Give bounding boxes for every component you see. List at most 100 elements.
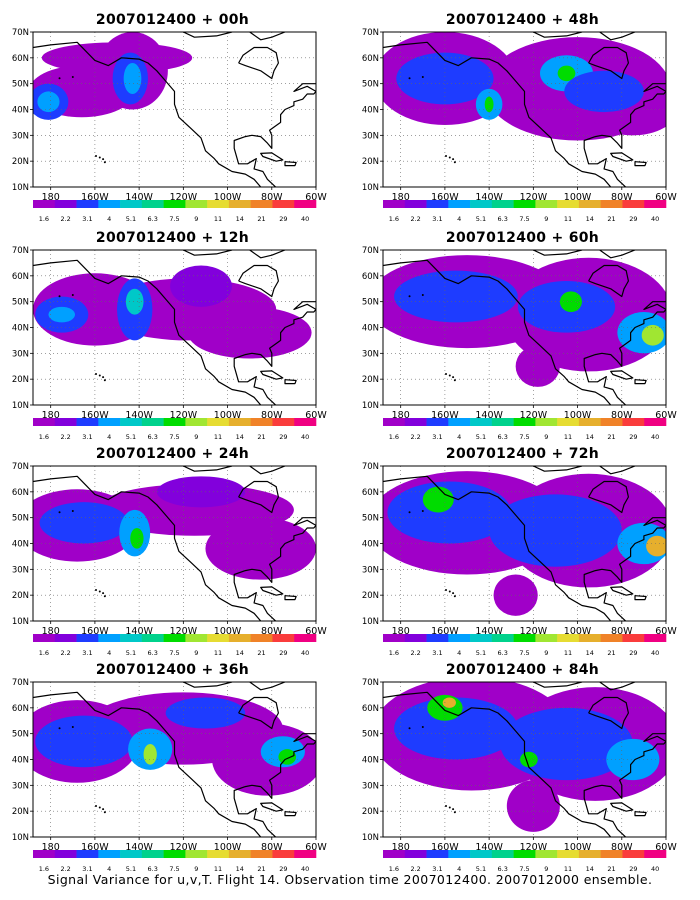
coastline (383, 466, 666, 621)
colorbar-label: 7.5 (519, 433, 529, 441)
colorbar-swatch (76, 634, 99, 642)
x-tick-label: 80W (611, 192, 633, 203)
panel-84h: 2007012400 + 84h 10N 20N 30N 40N 50N 60N 70N 180… (350, 654, 695, 876)
colorbar-swatch (120, 634, 143, 642)
colorbar-label: 40 (301, 649, 309, 657)
colorbar-swatch (622, 634, 645, 642)
colorbar-swatch (250, 200, 273, 208)
panel-title: 2007012400 + 12h (95, 230, 250, 246)
colorbar-label: 21 (257, 433, 265, 441)
variance-contour (37, 91, 60, 113)
colorbar-label: 1.6 (39, 865, 49, 873)
x-tick-label: 120W (170, 410, 198, 421)
y-tick-label: 30N (12, 565, 29, 575)
colorbar-swatch (272, 634, 295, 642)
coastline (383, 32, 666, 187)
colorbar-label: 40 (301, 865, 309, 873)
variance-contour (422, 486, 454, 513)
x-tick-label: 120W (520, 410, 548, 421)
y-tick-label: 60N (362, 272, 379, 282)
y-tick-label: 40N (12, 756, 29, 766)
y-tick-label: 50N (12, 80, 29, 90)
colorbar-swatch (33, 850, 56, 858)
colorbar-label: 2.2 (60, 649, 70, 657)
colorbar-label: 14 (236, 433, 244, 441)
y-tick-label: 60N (12, 54, 29, 64)
colorbar-label: 6.3 (498, 865, 508, 873)
x-tick-label: 80W (611, 410, 633, 421)
colorbar-swatch (207, 200, 230, 208)
variance-contour (557, 65, 576, 82)
y-tick-label: 30N (362, 349, 379, 359)
x-tick-label: 160W (81, 842, 109, 853)
colorbar-label: 14 (236, 649, 244, 657)
colorbar-swatch (557, 200, 580, 208)
x-tick-label: 160W (431, 410, 459, 421)
colorbar-label: 3.1 (82, 865, 92, 873)
x-tick-label: 60W (655, 842, 677, 853)
colorbar-label: 2.2 (60, 865, 70, 873)
colorbar-swatch (76, 418, 99, 426)
x-tick-label: 60W (655, 626, 677, 637)
y-tick-label: 10N (362, 401, 379, 411)
x-tick-label: 160W (431, 842, 459, 853)
x-tick-label: 80W (261, 192, 283, 203)
colorbar-label: 3.1 (82, 433, 92, 441)
y-tick-label: 20N (362, 157, 379, 167)
x-tick-label: 60W (305, 626, 327, 637)
colorbar-swatch (54, 418, 77, 426)
colorbar-swatch (272, 200, 295, 208)
colorbar-swatch (448, 200, 471, 208)
colorbar-swatch (76, 850, 99, 858)
panel-title: 2007012400 + 48h (445, 12, 600, 28)
colorbar-label: 3.1 (432, 433, 442, 441)
y-tick-label: 20N (12, 807, 29, 817)
x-tick-label: 120W (170, 842, 198, 853)
x-tick-label: 120W (520, 842, 548, 853)
colorbar-label: 40 (301, 433, 309, 441)
colorbar-label: 21 (607, 215, 615, 223)
colorbar-label: 4 (107, 433, 111, 441)
colorbar-label: 29 (279, 433, 287, 441)
colorbar-swatch (578, 418, 601, 426)
colorbar-label: 7.5 (169, 649, 179, 657)
x-tick-label: 180 (42, 842, 60, 853)
colorbar-swatch (294, 200, 317, 208)
colorbar-label: 14 (236, 215, 244, 223)
colorbar-label: 5.1 (476, 433, 486, 441)
panel-plot: 10N 20N 30N 40N 50N 60N 70N 180 160W 140W 120W 100W… (362, 462, 678, 657)
colorbar-swatch (141, 634, 164, 642)
colorbar-label: 3.1 (432, 649, 442, 657)
x-tick-label: 100W (214, 192, 242, 203)
colorbar-label: 40 (651, 649, 659, 657)
colorbar-swatch (491, 850, 514, 858)
colorbar-swatch (228, 634, 251, 642)
colorbar-label: 6.3 (148, 649, 158, 657)
colorbar-label: 40 (651, 865, 659, 873)
colorbar-swatch (294, 418, 317, 426)
variance-field (383, 682, 666, 832)
y-tick-label: 20N (12, 157, 29, 167)
variance-contour (170, 265, 232, 307)
variance-field (33, 476, 316, 580)
colorbar-swatch (513, 634, 536, 642)
variance-contour (396, 52, 494, 105)
colorbar-swatch (513, 850, 536, 858)
colorbar-swatch (383, 634, 406, 642)
colorbar-swatch (644, 200, 667, 208)
colorbar-label: 6.3 (148, 433, 158, 441)
coastline (33, 466, 316, 621)
colorbar-label: 11 (564, 433, 572, 441)
colorbar-swatch (120, 200, 143, 208)
colorbar-swatch (141, 850, 164, 858)
figure-caption: Signal Variance for u,v,T. Flight 14. Ob… (47, 872, 653, 887)
colorbar-label: 5.1 (126, 649, 136, 657)
y-tick-label: 60N (12, 704, 29, 714)
colorbar-label: 7.5 (169, 865, 179, 873)
y-tick-label: 10N (362, 183, 379, 193)
colorbar-label: 5.1 (476, 865, 486, 873)
panel-0h: 2007012400 + 00h 10N 20N 30N 40N 50N 60N 70N 180… (0, 4, 345, 226)
colorbar-label: 4 (457, 865, 461, 873)
colorbar-swatch (404, 634, 427, 642)
colorbar-swatch (98, 850, 121, 858)
